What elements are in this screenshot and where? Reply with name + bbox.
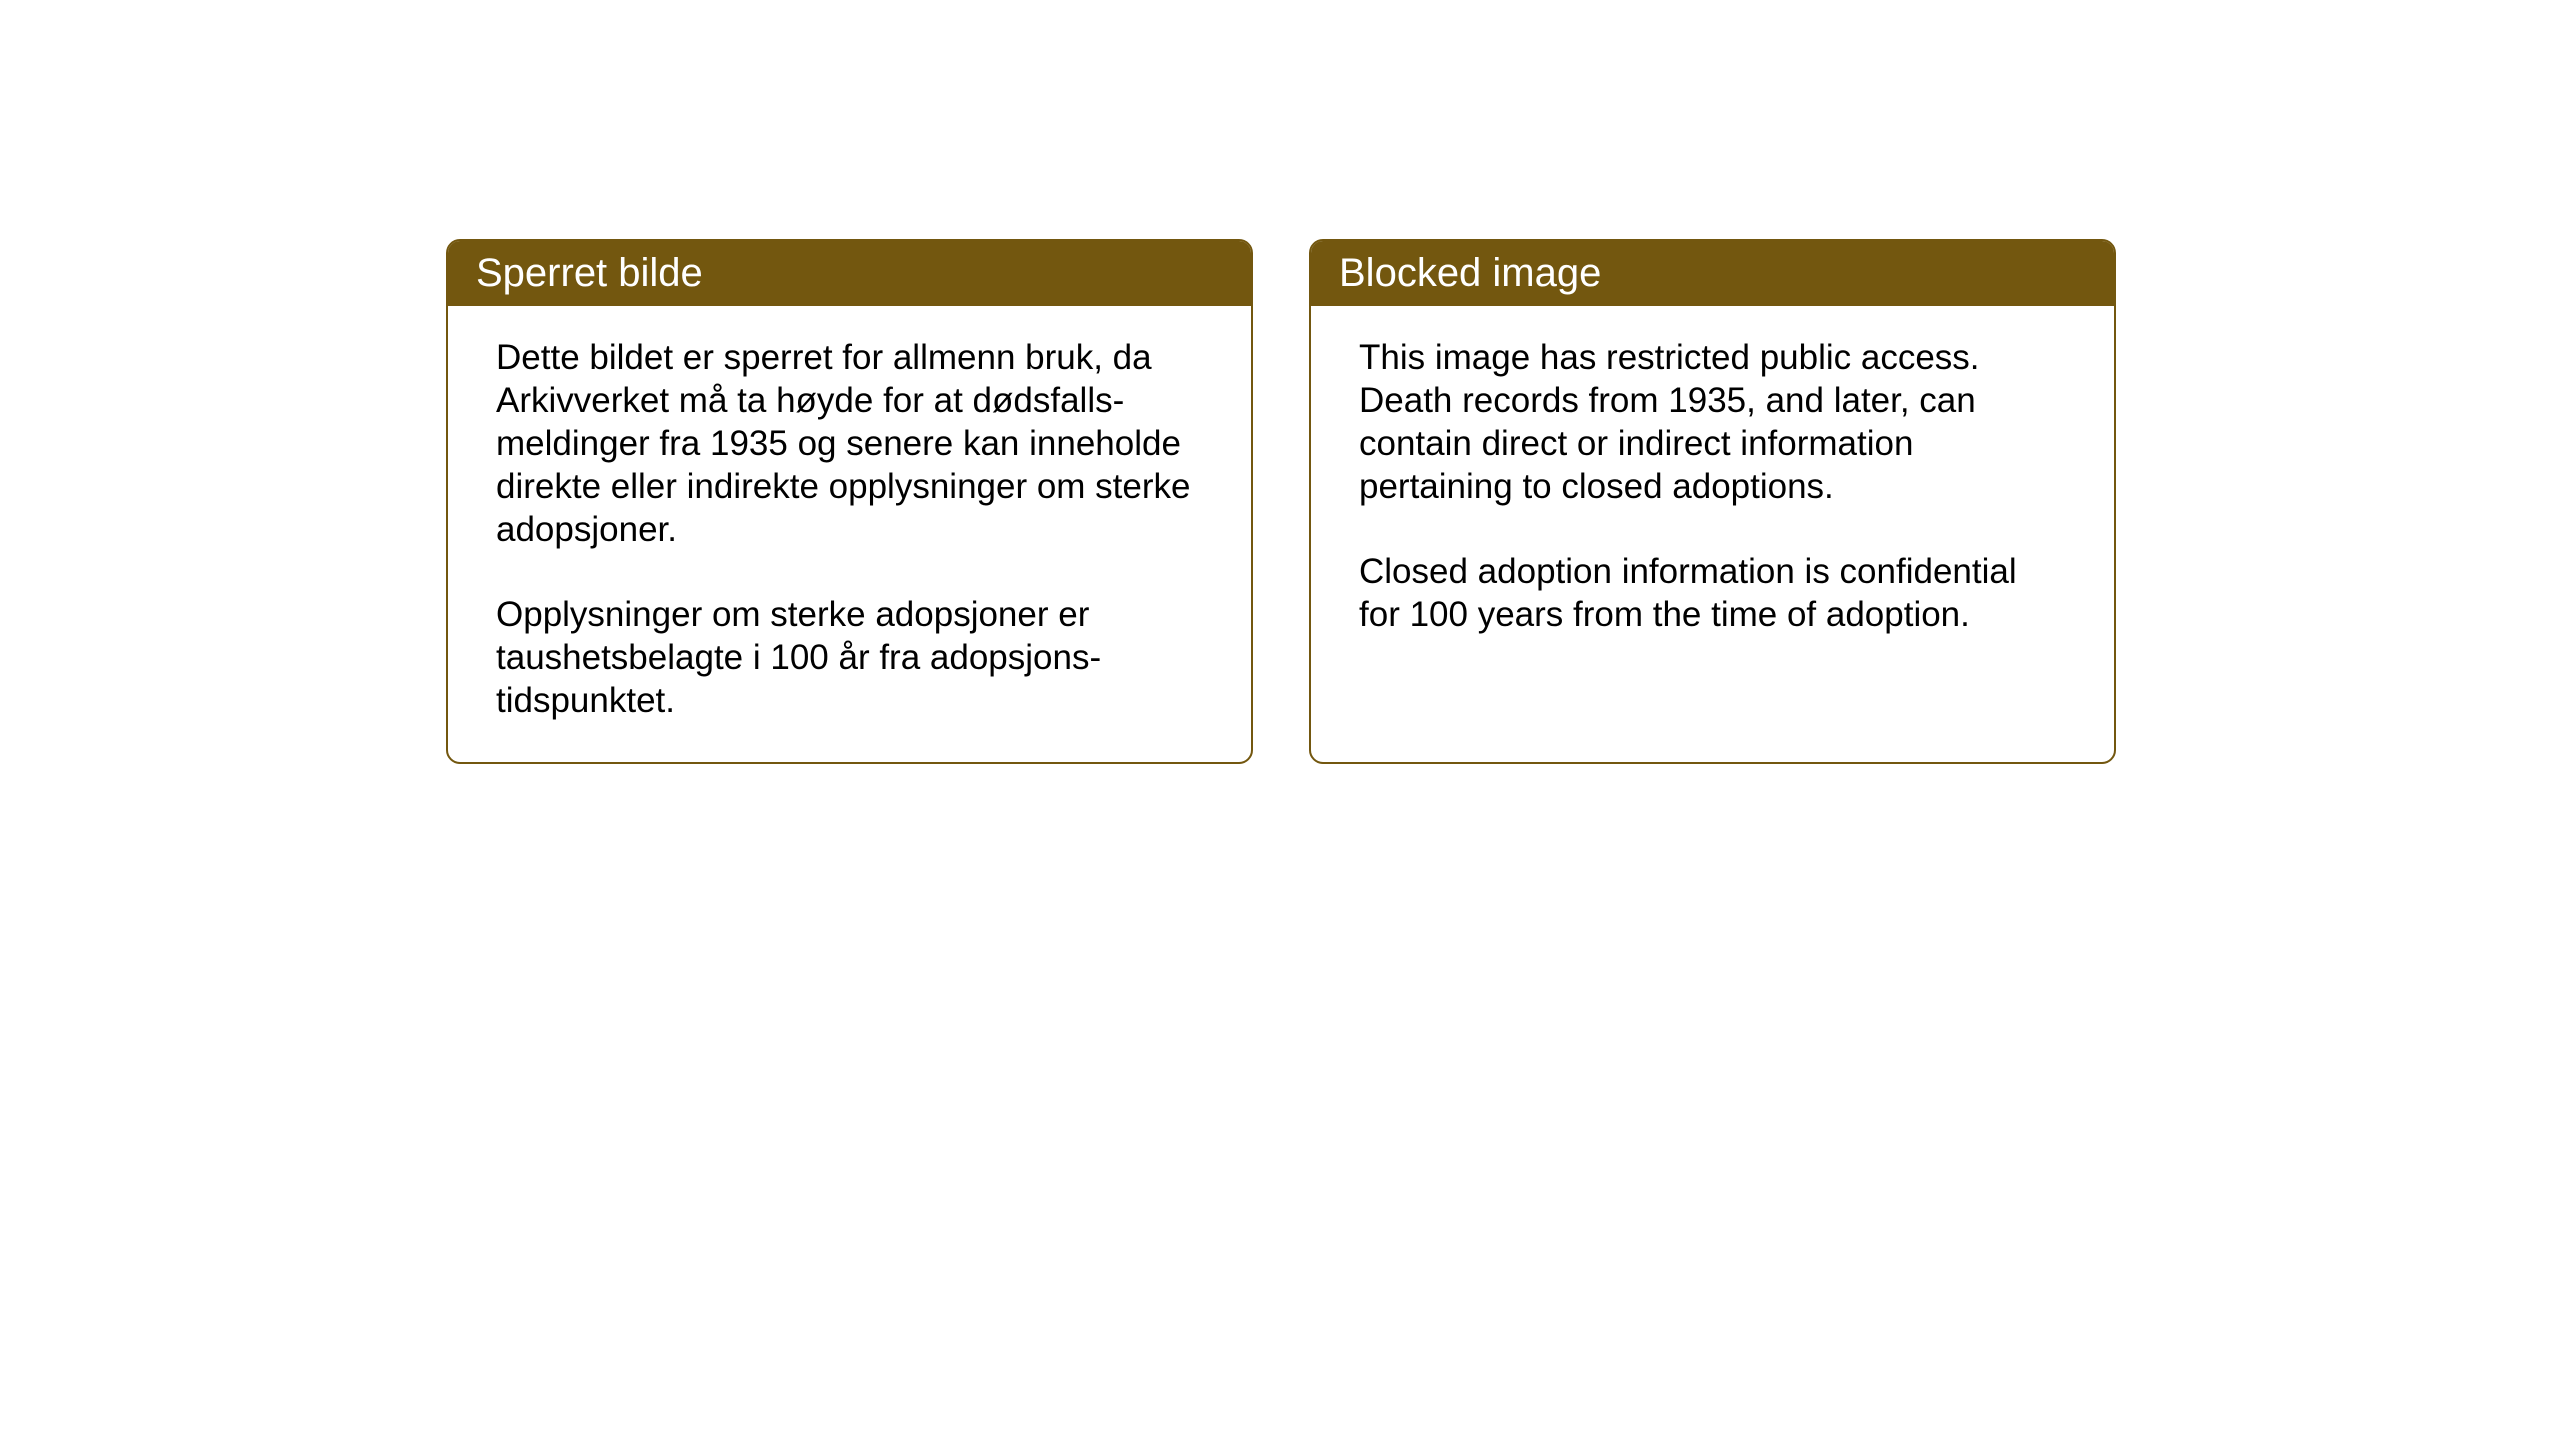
card-english-paragraph-2: Closed adoption information is confident… bbox=[1359, 550, 2066, 636]
card-english: Blocked image This image has restricted … bbox=[1309, 239, 2116, 764]
card-norwegian-paragraph-2: Opplysninger om sterke adopsjoner er tau… bbox=[496, 593, 1203, 722]
card-norwegian-paragraph-1: Dette bildet er sperret for allmenn bruk… bbox=[496, 336, 1203, 551]
card-norwegian: Sperret bilde Dette bildet er sperret fo… bbox=[446, 239, 1253, 764]
card-norwegian-body: Dette bildet er sperret for allmenn bruk… bbox=[448, 306, 1251, 762]
card-english-paragraph-1: This image has restricted public access.… bbox=[1359, 336, 2066, 508]
card-english-header: Blocked image bbox=[1311, 241, 2114, 306]
card-norwegian-title: Sperret bilde bbox=[476, 251, 703, 295]
card-norwegian-header: Sperret bilde bbox=[448, 241, 1251, 306]
cards-container: Sperret bilde Dette bildet er sperret fo… bbox=[446, 239, 2116, 764]
card-english-body: This image has restricted public access.… bbox=[1311, 306, 2114, 676]
card-english-title: Blocked image bbox=[1339, 251, 1601, 295]
